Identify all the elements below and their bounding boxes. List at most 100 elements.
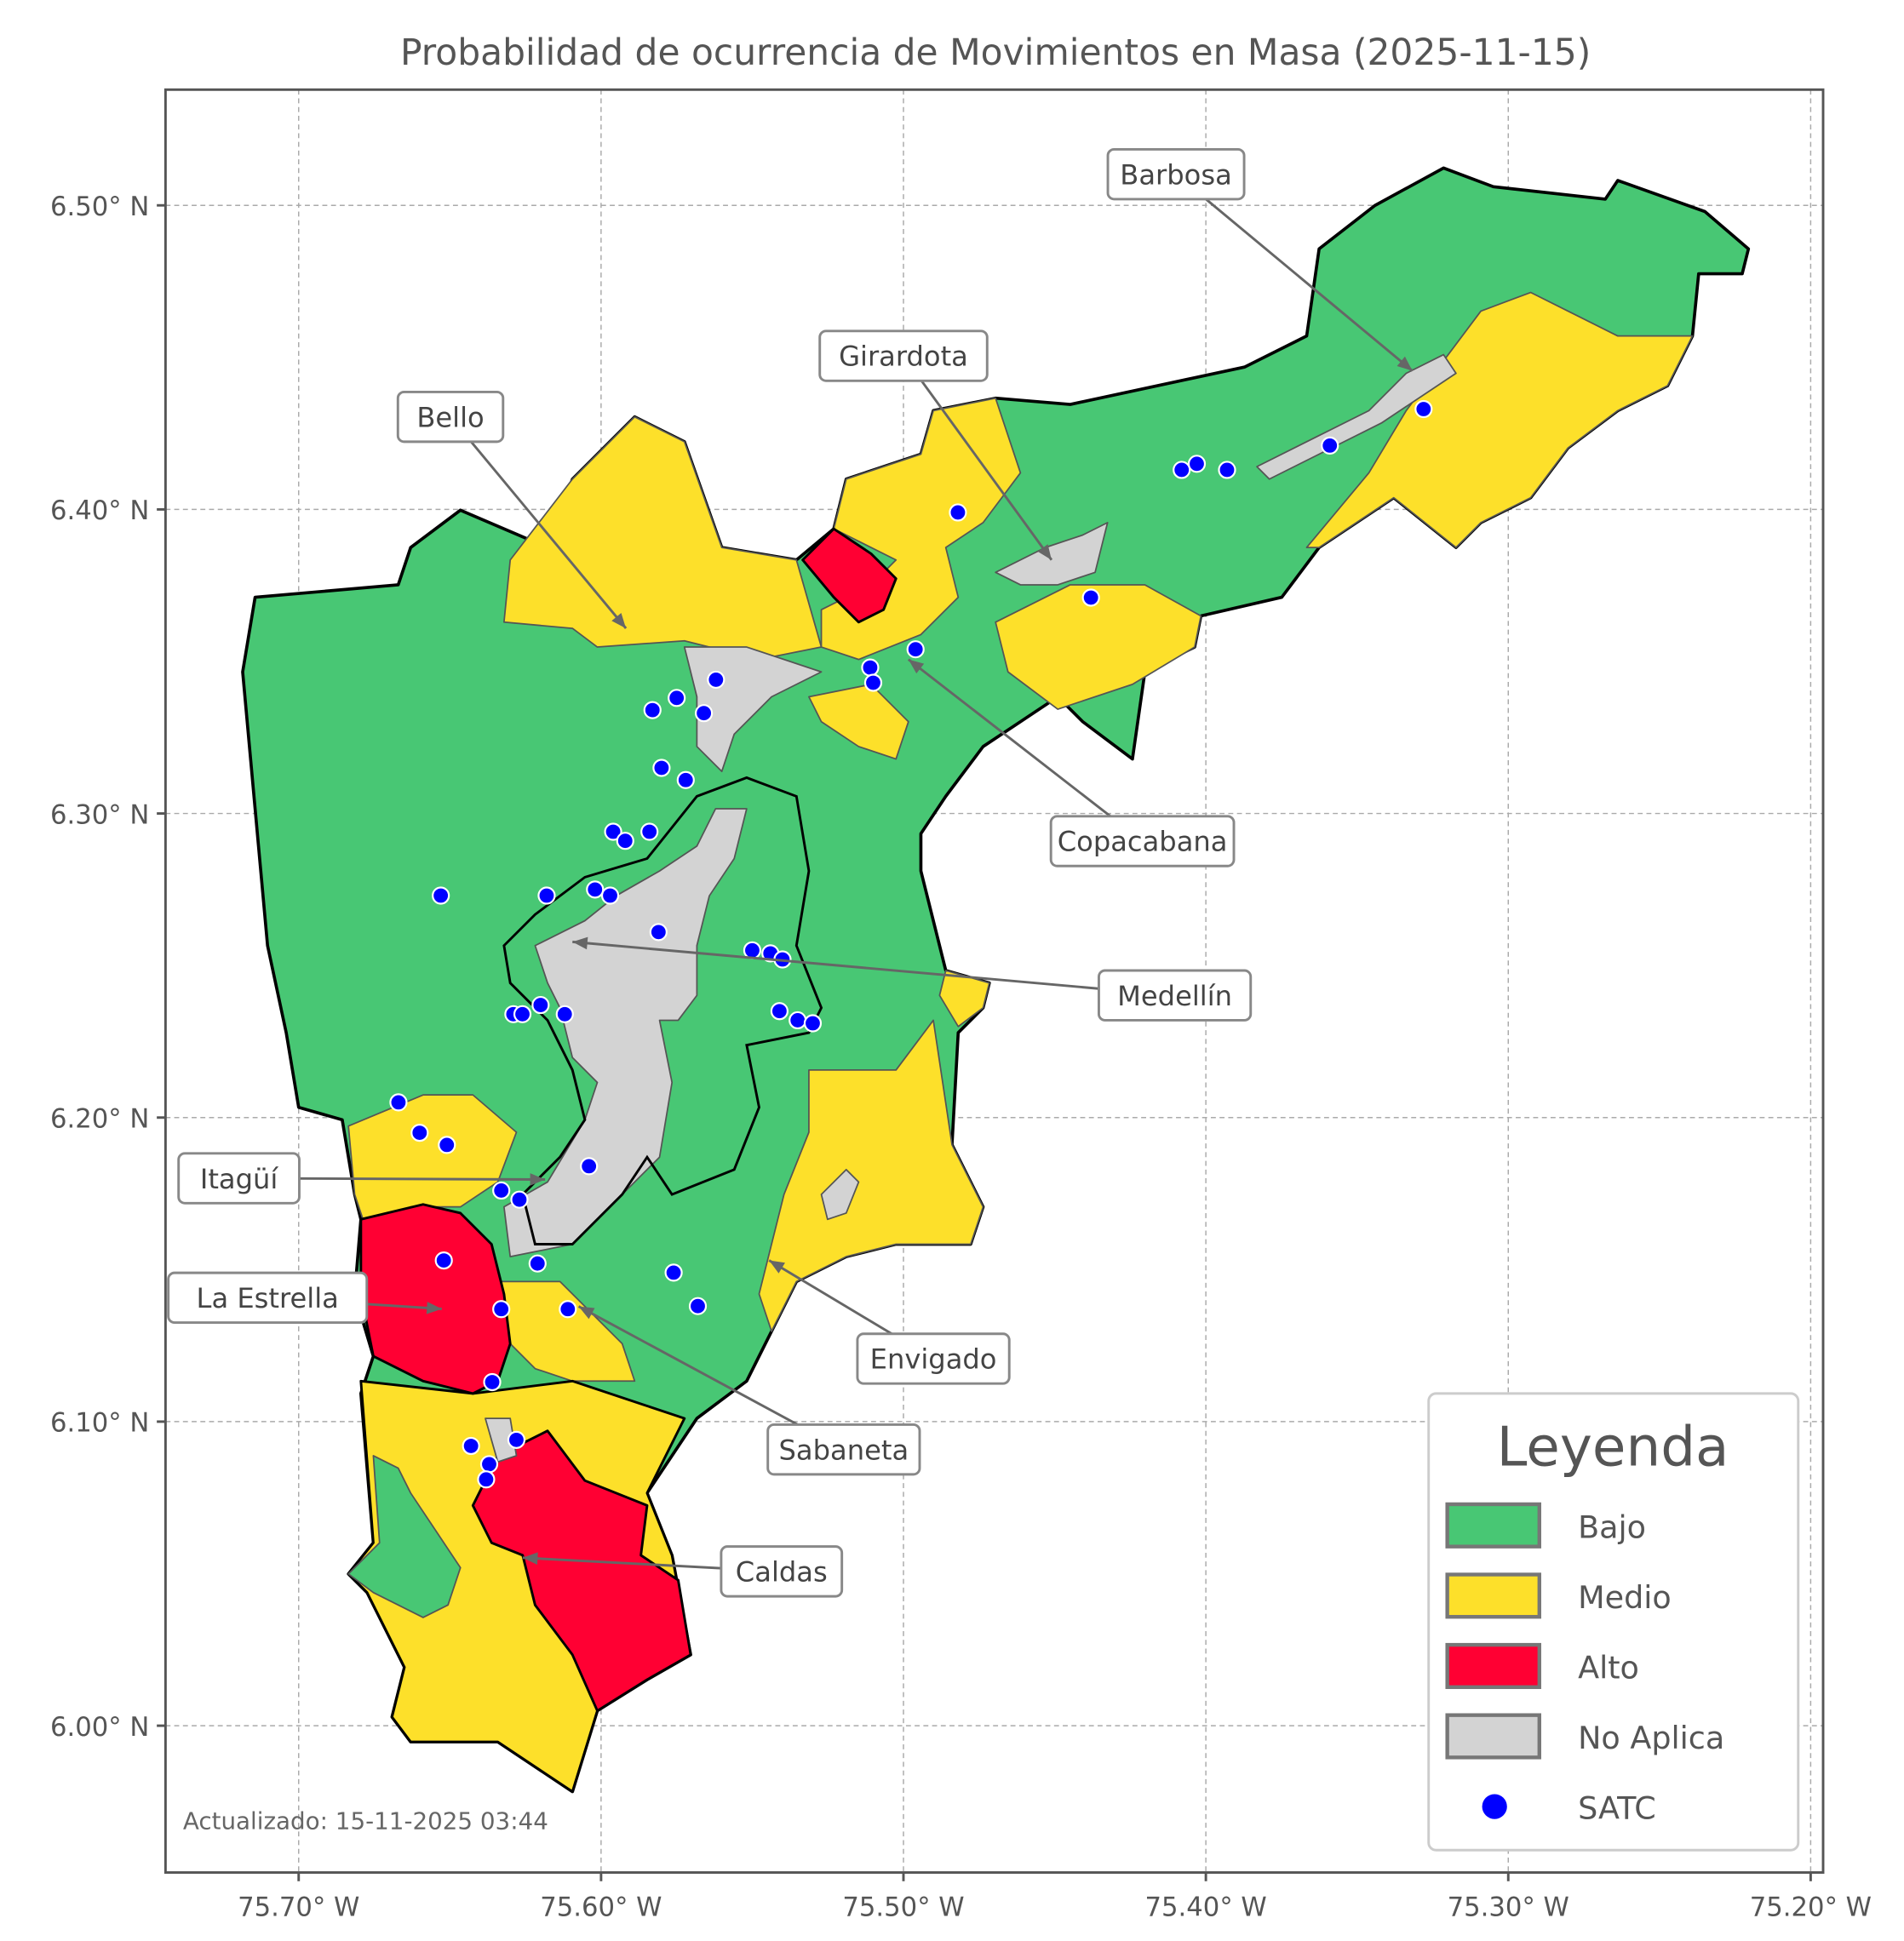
legend-label: Bajo [1578, 1509, 1646, 1545]
satc-station-marker[interactable] [906, 640, 925, 659]
satc-station-marker[interactable] [479, 1455, 499, 1474]
satc-station-marker[interactable] [477, 1470, 496, 1489]
satc-station-marker[interactable] [600, 886, 620, 905]
satc-station-marker[interactable] [1187, 455, 1207, 473]
satc-station-marker[interactable] [649, 923, 668, 942]
satc-station-marker[interactable] [410, 1124, 429, 1142]
x-tick-label: 75.60° W [540, 1893, 662, 1923]
y-tick-label: 6.30° N [50, 800, 149, 830]
label-box [720, 1545, 844, 1598]
label-arrow [902, 355, 1053, 561]
region-alto-la-estrella [359, 1203, 512, 1395]
satc-station-marker[interactable] [438, 1136, 456, 1154]
x-tick-label: 75.30° W [1448, 1893, 1569, 1923]
x-tick-label: 75.20° W [1750, 1893, 1872, 1923]
satc-station-marker[interactable] [1414, 399, 1433, 419]
satc-station-marker[interactable] [483, 1372, 502, 1392]
label-box [167, 1271, 369, 1325]
y-tick-label: 6.50° N [50, 192, 149, 222]
satc-station-marker[interactable] [676, 770, 695, 789]
satc-station-marker[interactable] [803, 1014, 823, 1033]
y-tick-label: 6.10° N [50, 1409, 149, 1439]
satc-station-marker[interactable] [688, 1297, 708, 1315]
region-medio-bello [503, 415, 823, 661]
satc-station-marker[interactable] [861, 658, 880, 677]
satc-station-marker[interactable] [462, 1436, 480, 1456]
legend-swatch [1445, 1642, 1541, 1689]
municipality-label: La Estrella [197, 1282, 339, 1314]
label-arrow [1175, 173, 1414, 372]
satc-station-marker[interactable] [513, 1005, 532, 1023]
arrow-head-icon [530, 1173, 546, 1186]
satc-station-marker[interactable] [668, 689, 686, 707]
legend-satc-marker [1482, 1794, 1507, 1819]
y-tick-label: 6.00° N [50, 1713, 149, 1743]
satc-station-marker[interactable] [537, 886, 556, 905]
municipality-labels: Barbosa Girardota Bello Copacabana Medellín I… [167, 147, 1414, 1598]
region-medio-itagui [347, 1094, 518, 1233]
label-box [1049, 815, 1236, 867]
satc-station-marker[interactable] [580, 1157, 599, 1176]
region-alto-copacabana [801, 527, 898, 624]
municipality-label: Medellín [1117, 980, 1232, 1012]
satc-station-marker[interactable] [492, 1300, 511, 1319]
arrow-head-icon [572, 936, 588, 950]
legend-swatch [1445, 1713, 1541, 1760]
satc-station-marker[interactable] [604, 822, 622, 841]
satc-station-marker[interactable] [949, 503, 967, 522]
satc-station-marker[interactable] [789, 1011, 807, 1030]
municipality-label: Bello [416, 401, 484, 433]
y-tick-label: 6.40° N [50, 496, 149, 526]
satc-station-marker[interactable] [695, 704, 714, 723]
region-medio-medellin-east [938, 970, 990, 1028]
satc-station-marker[interactable] [652, 759, 671, 777]
satc-station-marker[interactable] [528, 1254, 547, 1273]
satc-station-marker[interactable] [707, 670, 725, 690]
legend-swatch [1445, 1572, 1541, 1619]
satc-station-marker[interactable] [664, 1263, 683, 1282]
satc-station-marker[interactable] [1321, 436, 1339, 455]
satc-station-marker[interactable] [1173, 461, 1191, 479]
label-arrow [907, 658, 1144, 843]
satc-station-marker[interactable] [555, 1005, 574, 1023]
satc-station-marker[interactable] [1081, 588, 1100, 607]
satc-station-marker[interactable] [640, 822, 659, 841]
region-no-aplica-medellin [503, 808, 748, 1258]
satc-station-marker[interactable] [559, 1300, 577, 1319]
region-no-aplica-caldas [485, 1417, 518, 1463]
arrow-head-icon [611, 612, 627, 629]
label-box [1106, 147, 1246, 201]
legend-label: Alto [1578, 1650, 1639, 1686]
label-box [396, 390, 505, 444]
arrow-head-icon [769, 1260, 785, 1274]
legend-label: SATC [1578, 1790, 1656, 1827]
municipality-label: Caldas [736, 1556, 828, 1589]
x-tick-label: 75.50° W [842, 1893, 964, 1923]
region-alto-caldas [471, 1429, 692, 1713]
region-no-aplica-envigado [820, 1168, 860, 1221]
satc-station-marker[interactable] [507, 1430, 526, 1449]
satc-station-marker[interactable] [434, 1251, 453, 1270]
map-title: Probabilidad de ocurrencia de Movimiento… [400, 31, 1591, 73]
satc-station-marker[interactable] [531, 995, 550, 1015]
region-no-aplica-girardota [995, 522, 1109, 586]
satc-station-marker[interactable] [510, 1190, 529, 1209]
satc-station-marker[interactable] [863, 673, 883, 692]
satc-station-marker[interactable] [586, 880, 605, 899]
satc-station-marker[interactable] [616, 832, 634, 850]
medellin-boundary [502, 776, 823, 1245]
satc-station-marker[interactable] [432, 886, 450, 905]
satc-station-marker[interactable] [389, 1093, 408, 1112]
satc-station-marker[interactable] [743, 941, 762, 959]
label-box [856, 1332, 1011, 1385]
legend-title: Leyenda [1497, 1416, 1729, 1480]
x-tick-label: 75.70° W [238, 1893, 359, 1923]
risk-regions [241, 166, 1751, 1794]
satc-station-marker[interactable] [492, 1181, 511, 1200]
municipality-label: Sabaneta [779, 1434, 909, 1466]
x-tick-label: 75.40° W [1144, 1893, 1266, 1923]
satc-station-marker[interactable] [770, 1002, 789, 1021]
municipality-label: Itagüí [200, 1163, 279, 1195]
satc-station-marker[interactable] [643, 701, 662, 719]
satc-station-marker[interactable] [1218, 461, 1236, 479]
